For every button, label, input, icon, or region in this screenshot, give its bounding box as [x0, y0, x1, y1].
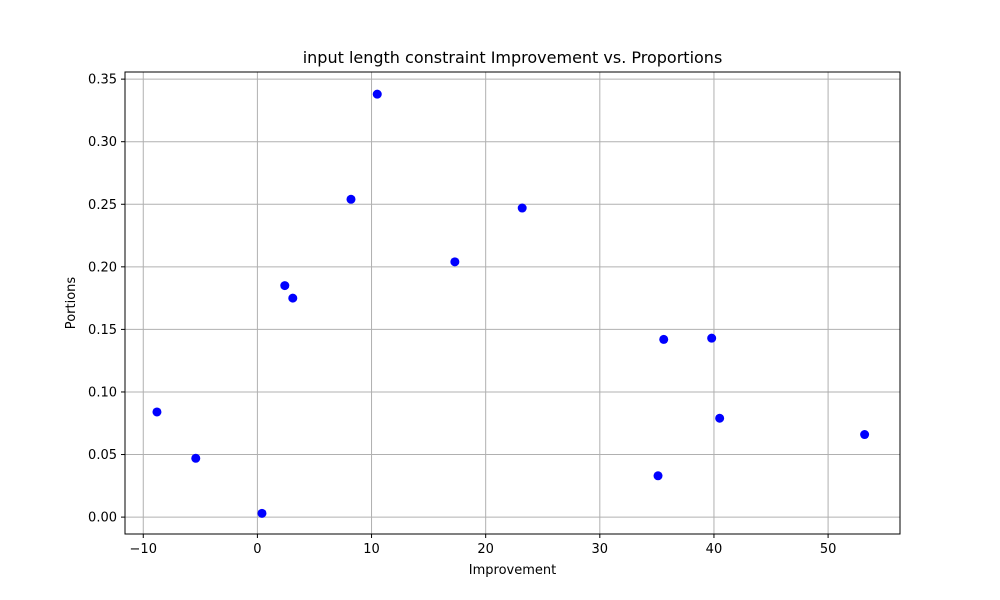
data-point [659, 334, 669, 344]
data-point [707, 333, 717, 343]
y-tick-label: 0.15 [88, 323, 117, 338]
y-axis-ticks: 0.00 0.05 0.10 0.15 0.20 0.25 0.30 0.35 [88, 73, 125, 526]
data-points [152, 89, 870, 518]
x-tick-label: 30 [592, 542, 609, 557]
y-tick-label: 0.00 [88, 511, 117, 526]
data-point [280, 281, 290, 291]
data-point [257, 508, 267, 518]
data-point [288, 293, 298, 303]
x-tick-label: −10 [130, 542, 157, 557]
data-point [715, 413, 725, 423]
y-tick-label: 0.30 [88, 135, 117, 150]
data-point [450, 257, 460, 267]
y-tick-label: 0.25 [88, 198, 117, 213]
y-tick-label: 0.20 [88, 260, 117, 275]
data-point [372, 89, 382, 99]
x-tick-label: 0 [253, 542, 261, 557]
data-point [860, 430, 870, 440]
x-tick-label: 10 [363, 542, 380, 557]
data-point [346, 194, 356, 204]
grid-lines [125, 72, 900, 534]
data-point [152, 407, 162, 417]
x-tick-label: 40 [706, 542, 723, 557]
y-tick-label: 0.35 [88, 73, 117, 88]
chart-title: input length constraint Improvement vs. … [303, 48, 723, 67]
data-point [653, 471, 663, 481]
x-axis-ticks: −10 0 10 20 30 40 50 [130, 534, 837, 557]
y-tick-label: 0.05 [88, 448, 117, 463]
data-point [191, 453, 201, 463]
x-tick-label: 50 [820, 542, 837, 557]
y-tick-label: 0.10 [88, 385, 117, 400]
plot-frame [124, 71, 901, 535]
data-point [517, 203, 527, 213]
x-tick-label: 20 [477, 542, 494, 557]
y-axis-label: Portions [64, 277, 79, 330]
x-axis-label: Improvement [469, 563, 556, 578]
